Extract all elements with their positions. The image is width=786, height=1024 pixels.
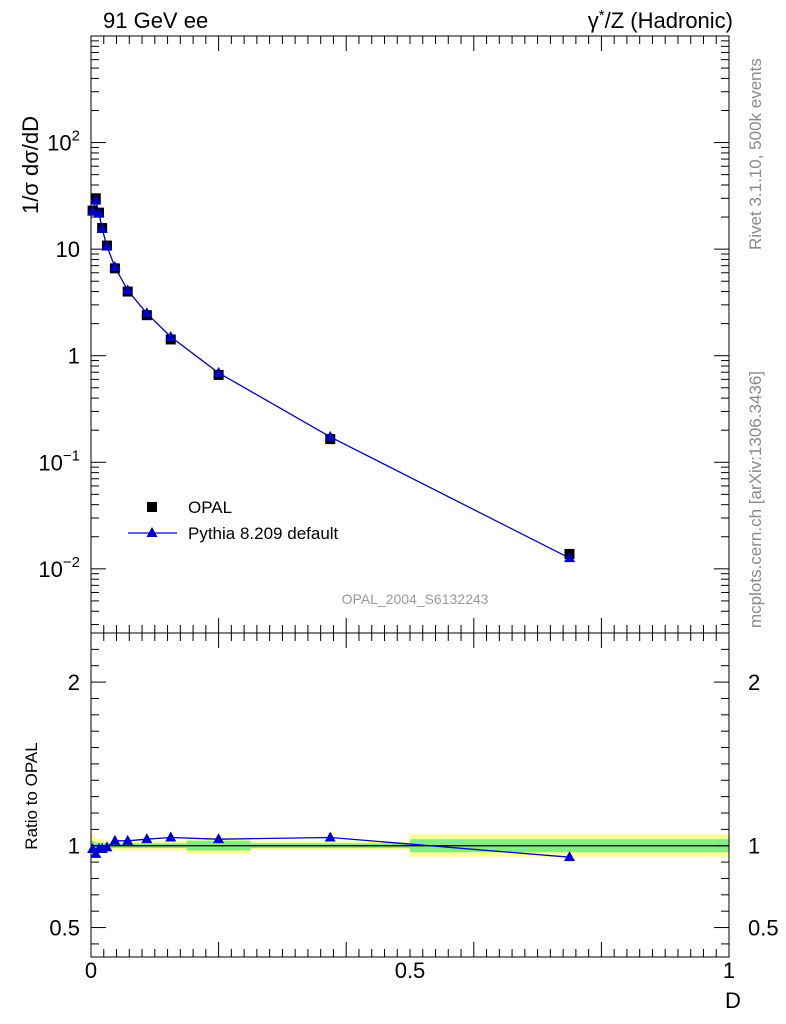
ratio-y-axis-label: Ratio to OPAL [22, 742, 41, 849]
ratio-mc-point [141, 833, 153, 844]
header-right-label: γ*/Z (Hadronic) [588, 7, 733, 33]
legend-label-opal: OPAL [188, 498, 232, 517]
x-tick-label: 0.5 [395, 958, 426, 983]
y-tick-label: 10−2 [38, 554, 80, 582]
mc-point-pythia [213, 366, 225, 377]
mc-point-pythia [324, 430, 336, 441]
y-tick-label: 10 [56, 237, 80, 262]
ratio-mc-point [109, 834, 121, 845]
mc-point-pythia [141, 307, 153, 318]
mc-point-pythia [96, 222, 108, 233]
y-tick-label: 102 [47, 128, 80, 156]
ratio-y-tick-label: 0.5 [49, 916, 80, 941]
mc-point-pythia [93, 207, 105, 218]
ratio-mc-point [324, 831, 336, 842]
mc-point-pythia [90, 194, 102, 205]
ratio-mc-point [213, 833, 225, 844]
rivet-version-label: Rivet 3.1.10, 500k events [746, 58, 765, 250]
analysis-id-watermark: OPAL_2004_S6132243 [342, 591, 489, 607]
main-frame [90, 35, 730, 634]
ratio-y-tick-label-right: 0.5 [748, 916, 779, 941]
ratio-mc-point [122, 834, 134, 845]
mcplots-reference-label: mcplots.cern.ch [arXiv:1306.3436] [746, 371, 765, 628]
mc-point-pythia [122, 284, 134, 295]
ratio-y-tick-label: 2 [68, 670, 80, 695]
mc-point-pythia [564, 552, 575, 563]
ratio-y-tick-label: 1 [68, 834, 80, 859]
legend-label-pythia: Pythia 8.209 default [188, 524, 339, 543]
mc-point-pythia [101, 240, 113, 251]
y-axis-label: 1/σ dσ/dD [18, 116, 43, 214]
ratio-y-tick-label-right: 1 [748, 834, 760, 859]
mc-point-pythia [87, 205, 99, 216]
header-left-label: 91 GeV ee [103, 8, 208, 33]
y-tick-label: 10−1 [38, 447, 80, 475]
mc-series-line [91, 198, 570, 559]
ratio-y-tick-label-right: 2 [748, 670, 760, 695]
ratio-mc-point [564, 851, 575, 862]
x-axis-label: D [725, 988, 741, 1013]
ratio-frame [90, 632, 730, 958]
ratio-mc-point [101, 841, 113, 852]
x-tick-label: 0 [85, 958, 97, 983]
y-tick-label: 1 [68, 344, 80, 369]
mc-point-pythia [165, 330, 177, 341]
mc-point-pythia [109, 260, 121, 271]
x-tick-label: 1 [723, 958, 735, 983]
ratio-mc-point [165, 831, 177, 842]
legend-marker-pythia [146, 527, 158, 537]
legend-marker-opal [147, 502, 157, 512]
